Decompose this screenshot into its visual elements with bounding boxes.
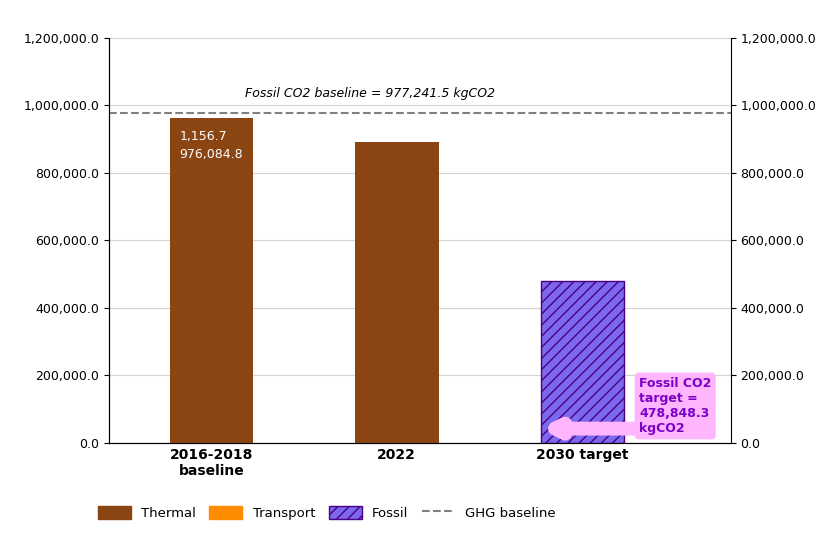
Text: Fossil CO2
target =
478,848.3
kgCO2: Fossil CO2 target = 478,848.3 kgCO2 (639, 377, 711, 435)
Text: 976,084.8: 976,084.8 (180, 148, 244, 161)
Bar (541, 281, 624, 443)
Legend: Thermal, Transport, Fossil, GHG baseline: Thermal, Transport, Fossil, GHG baseline (92, 501, 561, 525)
Bar (355, 143, 438, 443)
Text: Fossil CO2 baseline = 977,241.5 kgCO2: Fossil CO2 baseline = 977,241.5 kgCO2 (244, 87, 495, 100)
Text: 1,156.7: 1,156.7 (180, 130, 228, 143)
Bar (170, 118, 253, 443)
